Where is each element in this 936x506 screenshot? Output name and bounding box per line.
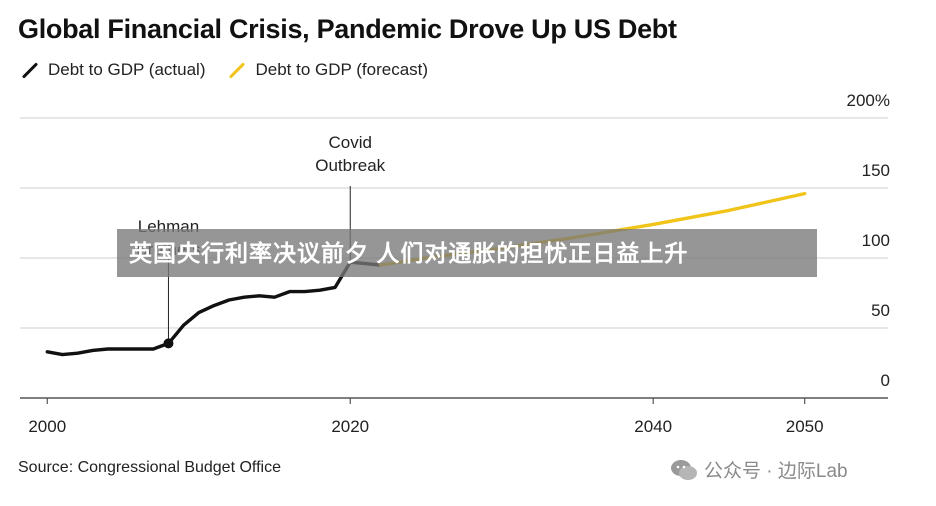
news-banner: 英国央行利率决议前夕 人们对通胀的担忧正日益上升 — [117, 229, 817, 277]
legend-label-forecast: Debt to GDP (forecast) — [255, 60, 429, 79]
annotation-label-1-1: Outbreak — [315, 156, 385, 175]
legend-label-actual: Debt to GDP (actual) — [48, 60, 206, 79]
annotation-label-1-0: Covid — [328, 133, 371, 152]
watermark: 公众号 · 边际Lab — [670, 456, 848, 483]
wechat-icon — [671, 459, 697, 480]
x-tick-label-2000: 2000 — [28, 417, 66, 436]
series-line-0 — [45, 260, 383, 357]
legend: Debt to GDP (actual) Debt to GDP (foreca… — [20, 60, 428, 80]
x-tick-label-2040: 2040 — [634, 417, 672, 436]
legend-item-actual: Debt to GDP (actual) — [20, 60, 205, 80]
x-tick-label-2050: 2050 — [786, 417, 824, 436]
annotation-marker-0 — [163, 338, 174, 349]
y-tick-label-150: 150 — [862, 161, 890, 180]
y-tick-label-100: 100 — [862, 231, 890, 250]
y-tick-label-0: 0 — [881, 371, 890, 390]
source-note: Source: Congressional Budget Office — [18, 459, 281, 476]
legend-item-forecast: Debt to GDP (forecast) — [227, 60, 428, 80]
chart-title: Global Financial Crisis, Pandemic Drove … — [18, 14, 677, 44]
x-tick-label-2020: 2020 — [331, 417, 369, 436]
watermark-text: 公众号 · 边际Lab — [704, 461, 848, 482]
y-tick-label-200: 200% — [847, 91, 890, 110]
y-tick-label-50: 50 — [871, 301, 890, 320]
